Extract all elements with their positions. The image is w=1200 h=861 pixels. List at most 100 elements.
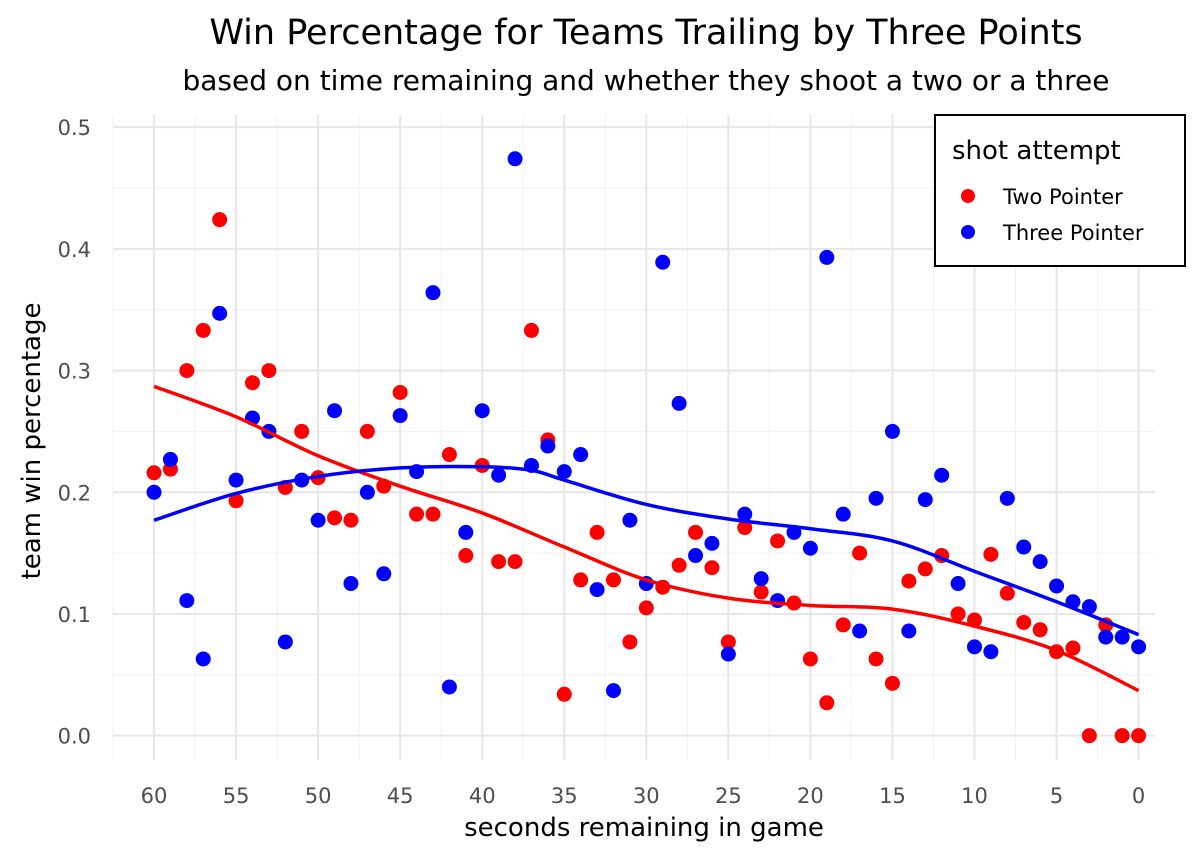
point-two-pointer — [261, 363, 277, 379]
point-two-pointer — [523, 322, 539, 338]
point-three-pointer — [392, 408, 408, 424]
legend-label-two-pointer: Two Pointer — [1002, 185, 1123, 209]
x-tick-label: 15 — [879, 784, 906, 808]
point-three-pointer — [228, 472, 244, 488]
y-tick-label: 0.2 — [58, 481, 91, 505]
point-two-pointer — [835, 617, 851, 633]
point-two-pointer — [950, 606, 966, 622]
point-three-pointer — [934, 467, 950, 483]
point-three-pointer — [737, 506, 753, 522]
point-two-pointer — [556, 686, 572, 702]
point-two-pointer — [359, 423, 375, 439]
point-three-pointer — [359, 484, 375, 500]
x-tick-label: 55 — [223, 784, 250, 808]
point-three-pointer — [277, 634, 293, 650]
point-three-pointer — [310, 512, 326, 528]
point-three-pointer — [458, 524, 474, 540]
smooth-line-three-pointer — [153, 464, 1140, 637]
point-three-pointer — [1131, 639, 1147, 655]
x-tick-label: 25 — [715, 784, 742, 808]
legend-label-three-pointer: Three Pointer — [1002, 221, 1144, 245]
point-three-pointer — [556, 464, 572, 480]
point-three-pointer — [983, 644, 999, 660]
point-three-pointer — [917, 492, 933, 508]
point-two-pointer — [458, 548, 474, 564]
point-three-pointer — [376, 566, 392, 582]
point-two-pointer — [671, 557, 687, 573]
x-axis-ticks: 60 55 50 45 40 35 30 25 20 15 10 5 0 — [141, 784, 1146, 808]
point-three-pointer — [425, 285, 441, 301]
x-tick-label: 35 — [551, 784, 578, 808]
x-tick-label: 5 — [1050, 784, 1063, 808]
point-three-pointer — [688, 548, 704, 564]
x-axis-title: seconds remaining in game — [464, 813, 824, 843]
point-three-pointer — [146, 484, 162, 500]
point-three-pointer — [655, 254, 671, 270]
point-three-pointer — [950, 576, 966, 592]
point-two-pointer — [868, 651, 884, 667]
point-two-pointer — [573, 572, 589, 588]
point-three-pointer — [966, 639, 982, 655]
y-tick-label: 0.4 — [58, 238, 91, 262]
point-three-pointer — [1032, 554, 1048, 570]
point-two-pointer — [901, 573, 917, 589]
point-three-pointer — [802, 540, 818, 556]
y-axis-ticks: 0.0 0.1 0.2 0.3 0.4 0.5 — [58, 116, 91, 748]
smooth-lines — [153, 384, 1140, 693]
point-three-pointer — [1049, 578, 1065, 594]
point-three-pointer — [884, 423, 900, 439]
point-two-pointer — [146, 465, 162, 481]
point-three-pointer — [770, 593, 786, 609]
point-three-pointer — [507, 151, 523, 167]
legend-box — [934, 114, 1186, 267]
point-two-pointer — [688, 524, 704, 540]
point-three-pointer — [212, 305, 228, 321]
point-three-pointer — [162, 451, 178, 467]
point-three-pointer — [343, 576, 359, 592]
point-two-pointer — [819, 695, 835, 711]
legend-title: shot attempt — [952, 136, 1121, 166]
point-three-pointer — [589, 582, 605, 598]
point-two-pointer — [1032, 622, 1048, 638]
point-three-pointer — [179, 593, 195, 609]
point-two-pointer — [1131, 728, 1147, 744]
point-three-pointer — [671, 395, 687, 411]
point-two-pointer — [884, 675, 900, 691]
point-three-pointer — [540, 438, 556, 454]
x-tick-label: 20 — [797, 784, 824, 808]
point-three-pointer — [1016, 539, 1032, 555]
data-points — [146, 151, 1147, 744]
x-tick-label: 30 — [633, 784, 660, 808]
point-two-pointer — [195, 322, 211, 338]
point-two-pointer — [425, 506, 441, 522]
point-two-pointer — [753, 584, 769, 600]
legend-swatch-two-pointer — [961, 189, 975, 203]
point-three-pointer — [999, 490, 1015, 506]
chart-title: Win Percentage for Teams Trailing by Thr… — [209, 13, 1082, 53]
y-tick-label: 0.0 — [58, 725, 91, 749]
point-three-pointer — [819, 249, 835, 265]
point-two-pointer — [1016, 614, 1032, 630]
point-two-pointer — [327, 510, 343, 526]
point-two-pointer — [409, 506, 425, 522]
point-three-pointer — [852, 623, 868, 639]
point-three-pointer — [704, 535, 720, 551]
point-two-pointer — [622, 634, 638, 650]
y-tick-label: 0.5 — [58, 116, 91, 140]
point-three-pointer — [622, 512, 638, 528]
y-axis-title: team win percentage — [17, 303, 47, 580]
legend-swatch-three-pointer — [961, 225, 975, 239]
point-two-pointer — [343, 512, 359, 528]
point-two-pointer — [392, 384, 408, 400]
point-two-pointer — [179, 363, 195, 379]
point-two-pointer — [605, 572, 621, 588]
point-two-pointer — [983, 546, 999, 562]
point-three-pointer — [901, 623, 917, 639]
x-tick-label: 45 — [387, 784, 414, 808]
point-two-pointer — [1114, 728, 1130, 744]
x-tick-label: 60 — [141, 784, 168, 808]
point-three-pointer — [327, 403, 343, 419]
point-two-pointer — [1081, 728, 1097, 744]
point-three-pointer — [573, 447, 589, 463]
point-three-pointer — [868, 490, 884, 506]
